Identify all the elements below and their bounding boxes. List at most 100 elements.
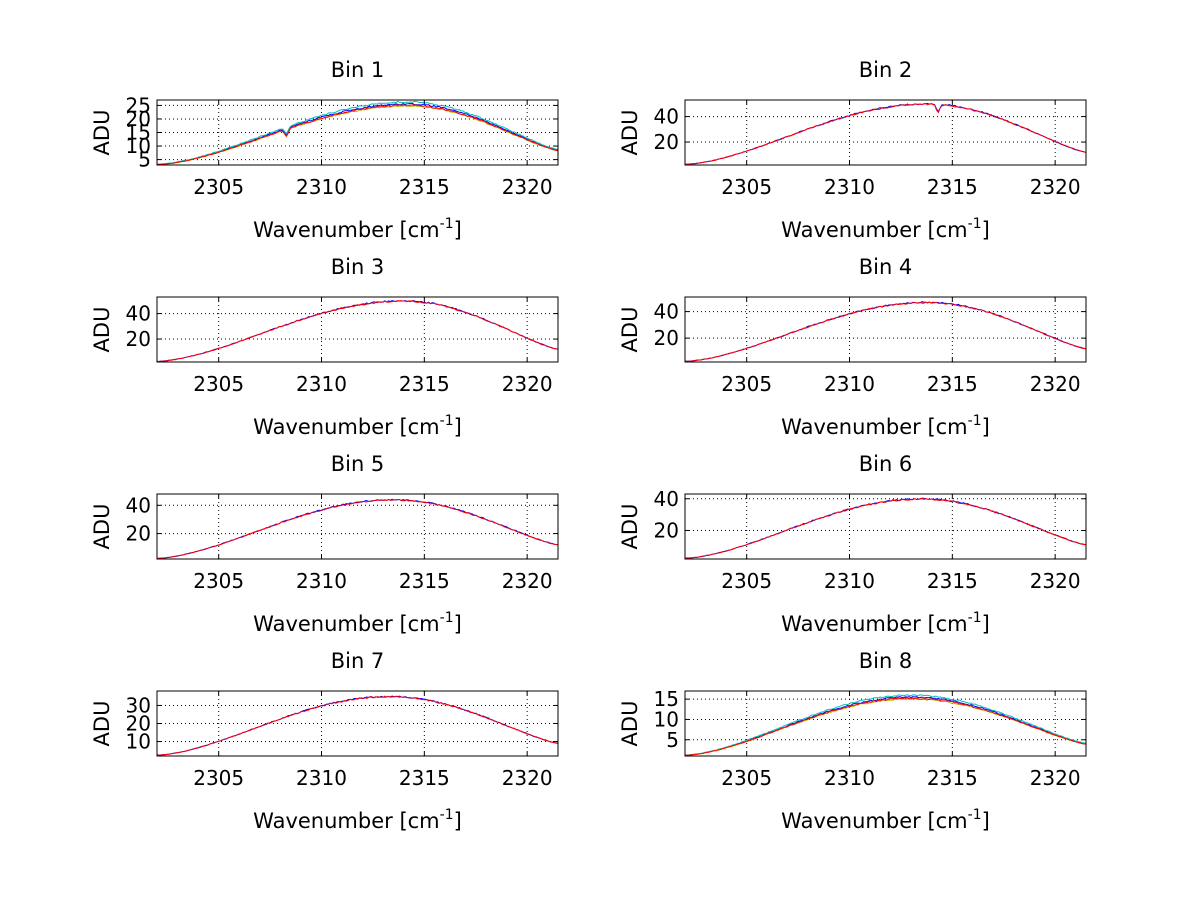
x-tick-label: 2310 — [296, 766, 347, 790]
series-line-2 — [156, 695, 559, 756]
plot-area — [685, 100, 1086, 165]
subplot-bin-5: 2305 2310 2315 2320 20 40 Bin 5 Wavenumber [cm-… — [90, 452, 559, 636]
x-tick-label: 2310 — [296, 372, 347, 396]
plot-area — [685, 297, 1086, 362]
x-axis-label: Wavenumber [cm-1] — [781, 413, 990, 439]
x-tick-label: 2315 — [399, 372, 450, 396]
subplot-title: Bin 5 — [331, 452, 385, 476]
x-axis-label: Wavenumber [cm-1] — [781, 610, 990, 636]
x-tick-label: 2320 — [1030, 569, 1081, 593]
y-axis-label: ADU — [90, 307, 114, 353]
x-tick-label: 2310 — [824, 372, 875, 396]
x-tick-label: 2305 — [193, 569, 244, 593]
y-tick-label: 10 — [654, 707, 679, 731]
y-axis-label: ADU — [90, 701, 114, 747]
series-line-2 — [157, 498, 558, 559]
x-tick-label: 2315 — [927, 175, 978, 199]
x-tick-label: 2315 — [399, 766, 450, 790]
x-axis-label: Wavenumber [cm-1] — [781, 216, 990, 242]
y-tick-label: 40 — [654, 105, 679, 129]
y-axis-label: ADU — [90, 504, 114, 550]
y-tick-label: 5 — [138, 148, 151, 172]
x-axis-label: Wavenumber [cm-1] — [781, 807, 990, 833]
x-tick-label: 2310 — [296, 569, 347, 593]
y-tick-label: 40 — [654, 487, 679, 511]
x-tick-label: 2320 — [502, 372, 553, 396]
series-line-2 — [684, 694, 1087, 756]
x-tick-label: 2305 — [193, 372, 244, 396]
y-tick-label: 20 — [654, 326, 679, 350]
series-line-2 — [684, 497, 1087, 559]
x-tick-label: 2320 — [502, 569, 553, 593]
axes-box — [156, 296, 559, 363]
x-tick-label: 2310 — [824, 766, 875, 790]
y-tick-label: 20 — [654, 518, 679, 542]
axes-box — [684, 493, 1087, 560]
y-tick-label: 40 — [126, 493, 151, 517]
y-tick-label: 10 — [126, 730, 151, 754]
y-tick-label: 15 — [126, 121, 151, 145]
axes-box — [684, 690, 1087, 757]
y-axis-label: ADU — [618, 307, 642, 353]
subplot-title: Bin 6 — [859, 452, 913, 476]
x-tick-label: 2320 — [502, 175, 553, 199]
plot-area — [157, 297, 558, 362]
x-tick-label: 2310 — [296, 175, 347, 199]
y-tick-label: 40 — [126, 302, 151, 326]
y-tick-label: 10 — [126, 134, 151, 158]
x-tick-label: 2320 — [1030, 766, 1081, 790]
x-tick-label: 2315 — [399, 175, 450, 199]
series-line-2 — [685, 301, 1087, 362]
x-tick-label: 2315 — [399, 569, 450, 593]
x-tick-label: 2305 — [721, 372, 772, 396]
x-tick-label: 2320 — [502, 766, 553, 790]
x-axis-label: Wavenumber [cm-1] — [253, 807, 462, 833]
y-tick-label: 20 — [654, 130, 679, 154]
x-axis-label: Wavenumber [cm-1] — [253, 413, 462, 439]
x-tick-label: 2305 — [721, 766, 772, 790]
x-tick-label: 2320 — [1030, 175, 1081, 199]
series-line-2 — [684, 102, 1087, 166]
x-tick-label: 2310 — [824, 569, 875, 593]
axes-box — [684, 99, 1087, 166]
axes-box — [156, 493, 559, 560]
series-line-4 — [684, 697, 1087, 756]
plot-area — [685, 691, 1086, 756]
plot-area — [157, 494, 558, 559]
subplot-title: Bin 3 — [331, 255, 385, 279]
y-tick-label: 25 — [126, 93, 151, 117]
series-line-2 — [156, 300, 559, 363]
subplot-title: Bin 1 — [331, 58, 385, 82]
subplot-title: Bin 8 — [859, 649, 913, 673]
x-axis-label: Wavenumber [cm-1] — [253, 610, 462, 636]
x-tick-label: 2315 — [927, 372, 978, 396]
axes-box — [684, 296, 1087, 363]
series-line-2 — [156, 100, 559, 165]
x-tick-label: 2310 — [824, 175, 875, 199]
x-tick-label: 2305 — [193, 766, 244, 790]
x-axis-label: Wavenumber [cm-1] — [253, 216, 462, 242]
y-axis-label: ADU — [618, 110, 642, 156]
y-tick-label: 30 — [126, 693, 151, 717]
y-axis-label: ADU — [618, 504, 642, 550]
y-tick-label: 20 — [126, 327, 151, 351]
subplot-title: Bin 2 — [859, 58, 913, 82]
series-line-4 — [156, 104, 559, 166]
subplot-bin-6: 2305 2310 2315 2320 20 40 Bin 6 Wavenumber [cm-… — [618, 452, 1087, 636]
y-tick-label: 40 — [654, 300, 679, 324]
y-axis-label: ADU — [618, 701, 642, 747]
x-tick-label: 2305 — [721, 569, 772, 593]
y-tick-label: 15 — [654, 687, 679, 711]
x-tick-label: 2305 — [193, 175, 244, 199]
y-axis-label: ADU — [90, 110, 114, 156]
y-tick-label: 20 — [126, 522, 151, 546]
x-tick-label: 2315 — [927, 766, 978, 790]
y-tick-label: 20 — [126, 712, 151, 736]
